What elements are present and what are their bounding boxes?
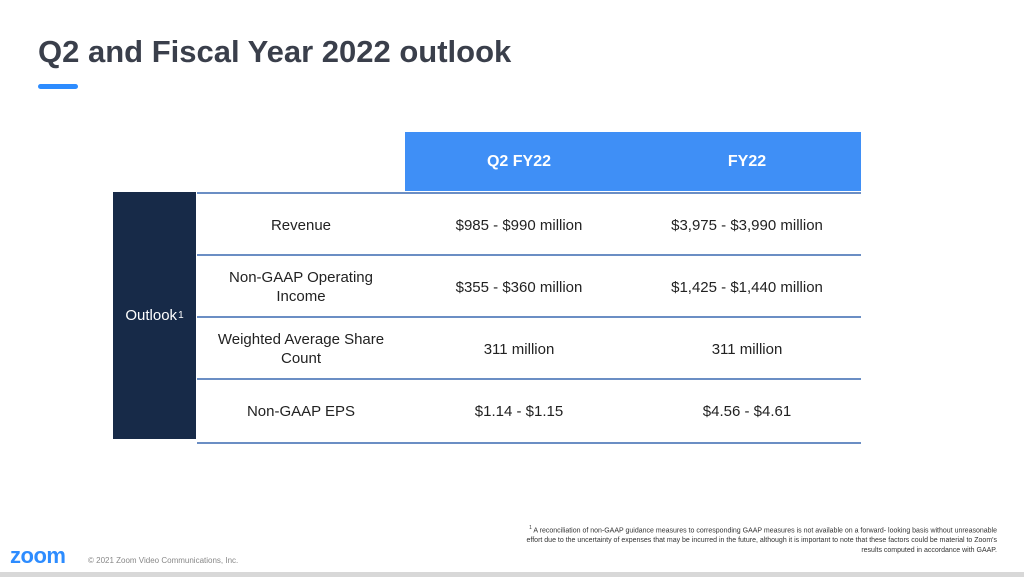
cell-q2-eps: $1.14 - $1.15: [474, 402, 564, 420]
row-label-revenue: Revenue: [270, 216, 332, 234]
column-header-q2: Q2 FY22: [486, 153, 552, 170]
cell-q2-share-count: 311 million: [483, 340, 555, 358]
table-row: Non-GAAP Operating Income $355 - $360 mi…: [197, 254, 861, 318]
outlook-label-text: Outlook: [125, 307, 178, 324]
cell-fy-eps: $4.56 - $4.61: [702, 402, 792, 420]
cell-fy-share-count: 311 million: [711, 340, 783, 358]
footnote: 1 A reconciliation of non-GAAP guidance …: [520, 523, 997, 556]
zoom-logo: zoom: [10, 543, 66, 568]
cell-q2-revenue: $985 - $990 million: [455, 216, 583, 234]
table-header-background: [405, 132, 861, 191]
outlook-side-label: Outlook 1: [113, 192, 196, 439]
title-accent-bar: [38, 84, 78, 89]
row-label-operating-income: Non-GAAP Operating Income: [229, 269, 373, 305]
column-header-fy: FY22: [727, 153, 767, 170]
bottom-divider: [0, 572, 1024, 577]
table-row: Revenue $985 - $990 million $3,975 - $3,…: [197, 192, 861, 256]
footnote-text: A reconciliation of non-GAAP guidance me…: [526, 527, 997, 555]
table-row: Non-GAAP EPS $1.14 - $1.15 $4.56 - $4.61: [197, 378, 861, 444]
cell-fy-revenue: $3,975 - $3,990 million: [671, 216, 823, 234]
copyright-text: © 2021 Zoom Video Communications, Inc.: [88, 556, 239, 565]
page-title: Q2 and Fiscal Year 2022 outlook: [38, 34, 512, 69]
row-label-share-count: Weighted Average Share Count: [217, 331, 385, 367]
table-row: Weighted Average Share Count 311 million…: [197, 316, 861, 380]
row-label-eps: Non-GAAP EPS: [246, 402, 356, 420]
footnote-mark: 1: [529, 525, 532, 531]
cell-fy-operating-income: $1,425 - $1,440 million: [671, 278, 823, 296]
outlook-footnote-mark: 1: [178, 310, 184, 321]
cell-q2-operating-income: $355 - $360 million: [455, 278, 583, 296]
